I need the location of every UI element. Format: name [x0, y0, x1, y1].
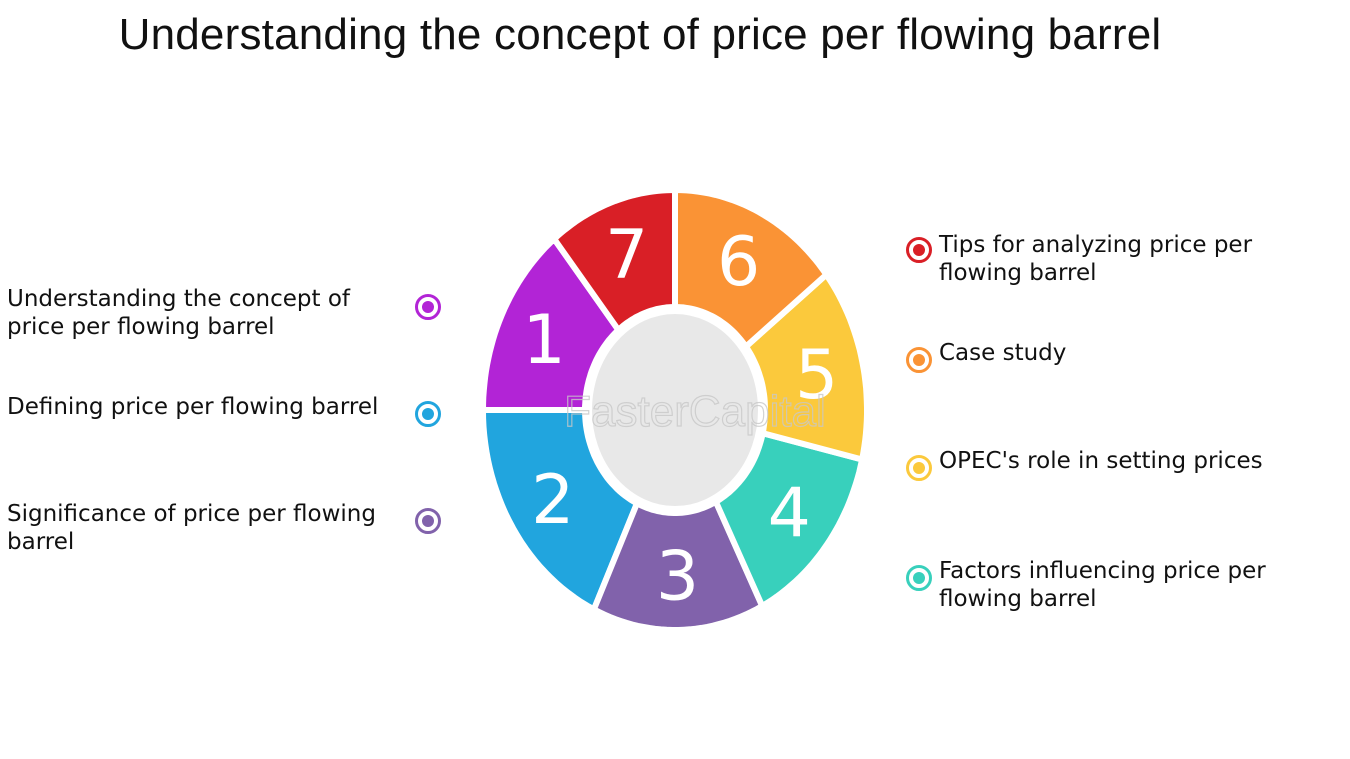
segment-number-6: 6	[717, 223, 760, 302]
label-3: Significance of price per flowing barrel	[7, 501, 376, 555]
segment-number-4: 4	[768, 474, 811, 553]
wheel-center	[586, 308, 764, 512]
bullet-marker-icon	[906, 347, 932, 373]
label-7: Tips for analyzing price per flowing bar…	[939, 232, 1253, 286]
wheel-segment-7	[550, 186, 678, 335]
bullet-marker-icon	[906, 455, 932, 481]
watermark: FasterCapital	[564, 387, 826, 436]
label-1: Understanding the concept of price per f…	[7, 286, 351, 340]
wheel-segment-6	[672, 186, 831, 352]
segment-number-2: 2	[531, 461, 574, 540]
page-title: Understanding the concept of price per f…	[118, 10, 1162, 59]
wheel-segment-4	[712, 429, 866, 611]
segment-number-3: 3	[656, 538, 699, 617]
label-4: Factors influencing price per flowing ba…	[939, 558, 1266, 612]
bullet-marker-icon	[906, 237, 932, 263]
bullet-marker-icon	[415, 401, 441, 427]
label-5: OPEC's role in setting prices	[939, 448, 1263, 474]
bullet-marker-icon	[415, 294, 441, 320]
bullet-marker-icon	[415, 508, 441, 534]
label-6: Case study	[939, 340, 1067, 366]
bullet-marker-icon	[906, 565, 932, 591]
segment-number-7: 7	[605, 216, 648, 295]
segment-number-1: 1	[522, 301, 565, 380]
wheel-segment-3	[590, 497, 767, 633]
wheel-segment-2	[479, 407, 641, 614]
segment-number-5: 5	[795, 336, 838, 415]
label-2: Defining price per flowing barrel	[7, 394, 379, 420]
